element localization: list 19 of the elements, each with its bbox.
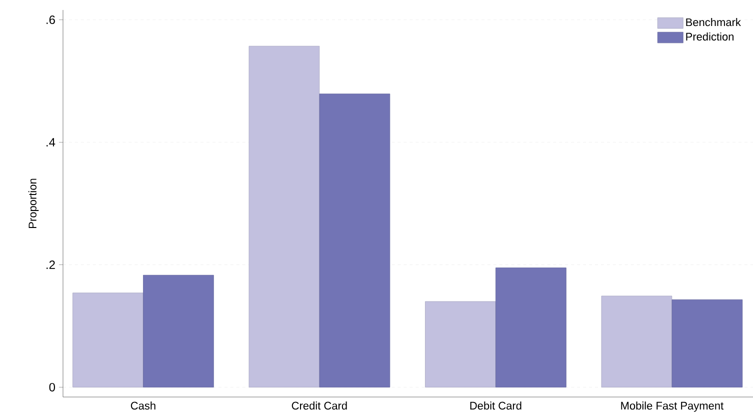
y-tick-label: .6 <box>46 16 55 24</box>
x-tick-label: Debit Card <box>470 402 522 410</box>
y-tick-label: .4 <box>46 138 56 146</box>
bar <box>672 299 743 388</box>
legend-label: Prediction <box>686 32 734 41</box>
bar <box>319 94 390 388</box>
bar <box>72 292 144 388</box>
y-tick-label: .2 <box>46 260 55 269</box>
x-tick-label: Mobile Fast Payment <box>621 402 724 412</box>
bar <box>496 268 566 388</box>
bar <box>425 301 496 388</box>
y-axis-title: Proportion <box>28 178 39 228</box>
y-tick-label: 0 <box>49 382 56 392</box>
x-tick-label: Credit Card <box>292 402 347 410</box>
bar <box>601 296 672 388</box>
bar <box>248 46 320 388</box>
x-tick-label: Cash <box>130 402 156 410</box>
legend-label: Benchmark <box>686 18 741 26</box>
bar <box>143 274 214 388</box>
